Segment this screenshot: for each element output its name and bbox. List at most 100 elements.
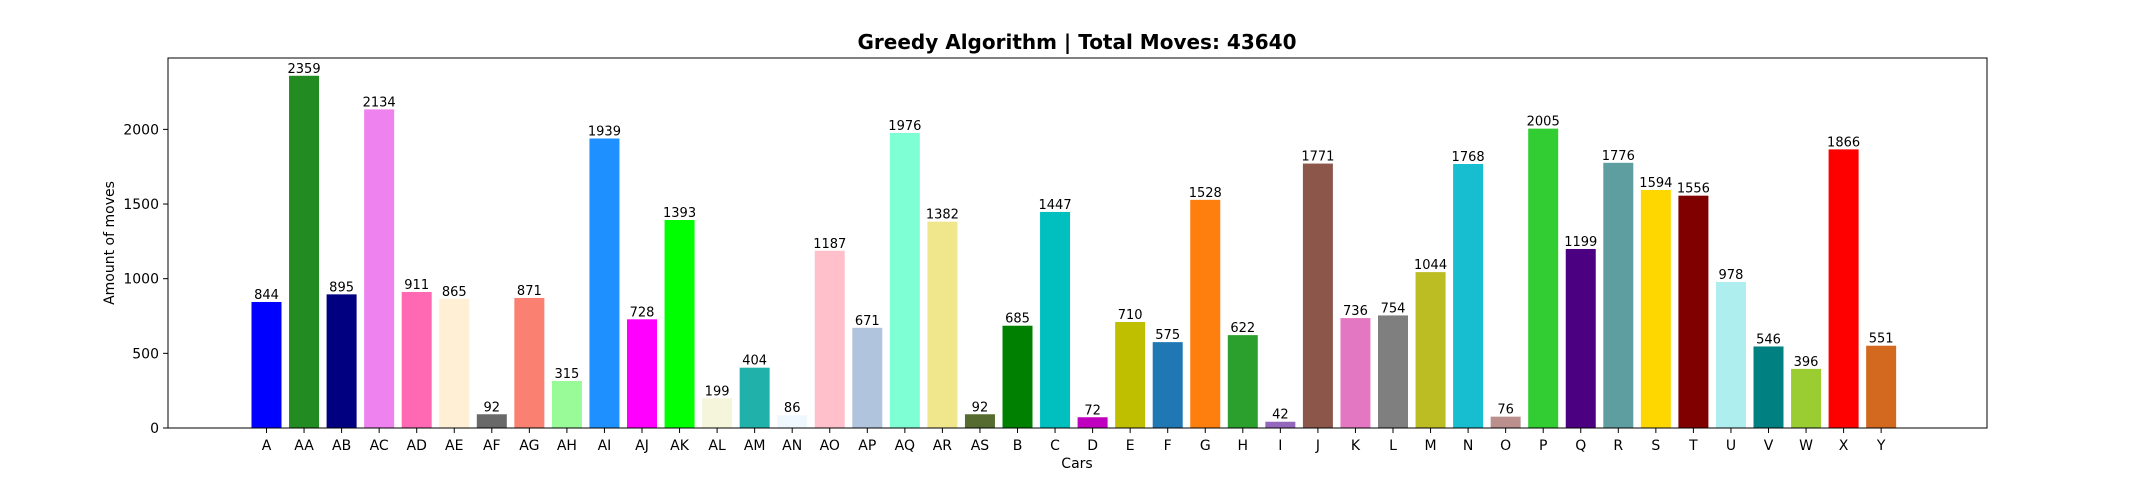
value-label-e: 710 bbox=[1118, 308, 1143, 323]
bar-m bbox=[1415, 272, 1446, 428]
x-tick-label-d: D bbox=[1087, 438, 1098, 454]
value-label-f: 575 bbox=[1155, 328, 1180, 343]
value-label-ao: 1187 bbox=[813, 237, 846, 252]
x-tick-label-o: O bbox=[1500, 438, 1511, 454]
value-label-ah: 315 bbox=[554, 367, 579, 382]
bar-w bbox=[1791, 368, 1822, 428]
bar-i bbox=[1265, 421, 1296, 428]
value-label-an: 86 bbox=[784, 401, 801, 416]
bar-x bbox=[1828, 149, 1859, 428]
bar-g bbox=[1190, 199, 1221, 428]
value-label-p: 2005 bbox=[1527, 115, 1560, 130]
x-tick-label-ah: AH bbox=[557, 438, 577, 454]
x-tick-label-j: J bbox=[1315, 438, 1320, 454]
value-label-o: 76 bbox=[1497, 403, 1514, 418]
bar-a bbox=[251, 301, 282, 428]
x-tick-label-as: AS bbox=[971, 438, 990, 454]
bar-ab bbox=[326, 294, 357, 428]
bar-s bbox=[1640, 189, 1671, 428]
value-label-as: 92 bbox=[972, 400, 989, 415]
x-tick-label-ad: AD bbox=[407, 438, 427, 454]
y-tick-label: 1500 bbox=[123, 197, 159, 213]
bar-ao bbox=[814, 250, 845, 428]
bar-ae bbox=[439, 298, 470, 428]
value-label-q: 1199 bbox=[1564, 235, 1597, 250]
value-label-a: 844 bbox=[254, 288, 279, 303]
bar-f bbox=[1152, 342, 1183, 428]
bar-h bbox=[1227, 335, 1258, 428]
bar-p bbox=[1528, 128, 1559, 428]
x-tick-label-f: F bbox=[1164, 438, 1172, 454]
value-label-ap: 671 bbox=[855, 314, 880, 329]
x-tick-label-q: Q bbox=[1575, 438, 1586, 454]
value-label-ad: 911 bbox=[404, 278, 429, 293]
x-tick-label-ab: AB bbox=[332, 438, 351, 454]
bar-ap bbox=[852, 327, 883, 428]
bar-ag bbox=[514, 297, 545, 428]
bar-j bbox=[1302, 163, 1333, 428]
value-label-w: 396 bbox=[1794, 355, 1819, 370]
bar-af bbox=[476, 414, 507, 428]
bar-d bbox=[1077, 417, 1108, 428]
value-label-u: 978 bbox=[1719, 268, 1744, 283]
bar-b bbox=[1002, 325, 1033, 428]
x-tick-label-e: E bbox=[1126, 438, 1135, 454]
x-tick-label-a: A bbox=[262, 438, 272, 454]
bar-ak bbox=[664, 220, 695, 428]
value-label-n: 1768 bbox=[1452, 150, 1485, 165]
bar-ah bbox=[551, 380, 582, 428]
bar-q bbox=[1565, 248, 1596, 428]
bar-an bbox=[777, 415, 808, 428]
x-tick-label-g: G bbox=[1200, 438, 1211, 454]
bar-aq bbox=[889, 132, 920, 428]
bar-ac bbox=[364, 109, 395, 429]
x-tick-label-p: P bbox=[1539, 438, 1547, 454]
y-tick-label: 1000 bbox=[123, 272, 159, 288]
bar-al bbox=[702, 398, 733, 428]
value-label-i: 42 bbox=[1272, 408, 1289, 423]
value-label-l: 754 bbox=[1381, 301, 1406, 316]
value-label-am: 404 bbox=[742, 354, 767, 369]
bar-k bbox=[1340, 318, 1371, 428]
y-axis-ticks: 0 500 1000 1500 2000 bbox=[123, 122, 168, 437]
plot-frame bbox=[167, 57, 1988, 429]
value-label-d: 72 bbox=[1084, 403, 1101, 418]
value-label-ac: 2134 bbox=[363, 95, 396, 110]
bar-aa bbox=[289, 75, 320, 429]
value-label-ab: 895 bbox=[329, 280, 354, 295]
bar-as bbox=[964, 414, 995, 428]
y-tick-label: 0 bbox=[150, 421, 159, 437]
bars-group bbox=[251, 75, 1897, 429]
x-tick-label-af: AF bbox=[483, 438, 501, 454]
bar-y bbox=[1866, 345, 1897, 428]
value-label-y: 551 bbox=[1869, 332, 1894, 347]
value-label-ar: 1382 bbox=[926, 208, 959, 223]
bar-v bbox=[1753, 346, 1784, 428]
x-tick-label-r: R bbox=[1613, 438, 1623, 454]
value-label-c: 1447 bbox=[1039, 198, 1072, 213]
x-tick-label-ap: AP bbox=[858, 438, 876, 454]
value-label-ai: 1939 bbox=[588, 124, 621, 139]
x-tick-label-i: I bbox=[1278, 438, 1282, 454]
value-labels-group: 844 2359 895 2134 911 865 92 871 315 1939 728 1393 1… bbox=[254, 62, 1893, 423]
bar-u bbox=[1715, 281, 1746, 428]
x-axis-label: Cars bbox=[1061, 456, 1092, 472]
x-tick-label-w: W bbox=[1799, 438, 1813, 454]
x-tick-label-ai: AI bbox=[598, 438, 612, 454]
value-label-af: 92 bbox=[484, 400, 501, 415]
x-tick-label-m: M bbox=[1425, 438, 1437, 454]
value-label-g: 1528 bbox=[1189, 186, 1222, 201]
x-tick-label-aq: AQ bbox=[895, 438, 915, 454]
value-label-aq: 1976 bbox=[888, 119, 921, 134]
bar-e bbox=[1115, 321, 1146, 428]
y-axis-label: Amount of moves bbox=[102, 181, 118, 305]
bar-am bbox=[739, 367, 770, 428]
value-label-h: 622 bbox=[1230, 321, 1255, 336]
y-tick-label: 2000 bbox=[123, 122, 159, 138]
bar-r bbox=[1603, 162, 1634, 428]
value-label-s: 1594 bbox=[1639, 176, 1672, 191]
x-tick-label-ar: AR bbox=[933, 438, 953, 454]
x-tick-label-t: T bbox=[1688, 438, 1698, 454]
x-tick-label-s: S bbox=[1651, 438, 1660, 454]
